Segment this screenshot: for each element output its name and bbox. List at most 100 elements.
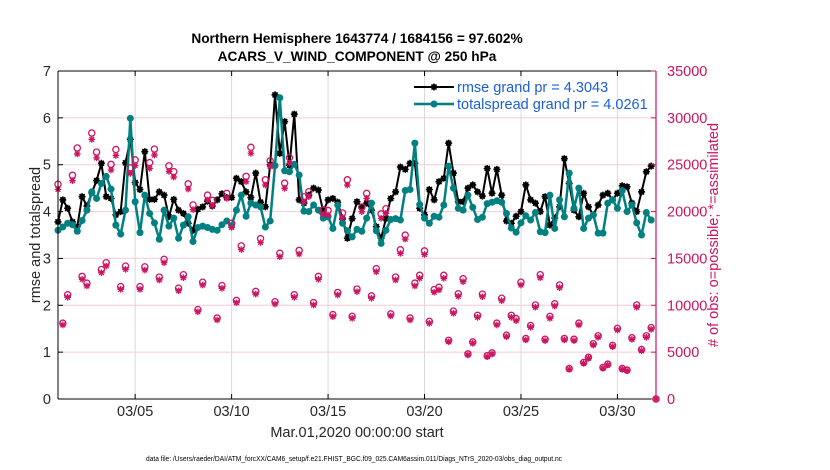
totalspread-point — [517, 219, 525, 227]
rmse-point — [551, 214, 559, 222]
rmse-point — [618, 182, 626, 190]
x-tick-label: 03/20 — [406, 404, 442, 420]
rmse-point — [155, 188, 163, 196]
obs-assimilated-marker — [517, 281, 525, 289]
rmse-point — [179, 209, 187, 217]
obs-assimilated-marker — [575, 321, 583, 329]
obs-assimilated-marker — [363, 195, 370, 202]
obs-assimilated-marker — [440, 274, 448, 282]
obs-assimilated-marker — [348, 315, 356, 322]
rmse-point — [425, 186, 433, 194]
obs-assimilated-marker — [194, 308, 202, 316]
totalspread-point — [445, 162, 453, 170]
obs-assimilated-marker — [165, 168, 173, 175]
obs-assimilated-marker — [131, 162, 139, 169]
y-tick-label-left: 5 — [43, 158, 51, 174]
obs-assimilated-marker — [508, 313, 515, 321]
y-axis-label-left: rmse and totalspread — [28, 167, 44, 303]
obs-assimilated-marker — [175, 287, 182, 295]
totalspread-point — [150, 219, 158, 227]
obs-assimilated-marker — [155, 276, 163, 284]
rmse-point — [213, 196, 221, 204]
rmse-point — [512, 212, 520, 220]
rmse-point — [517, 208, 525, 216]
obs-assimilated-marker — [334, 291, 342, 299]
obs-assimilated-marker — [459, 278, 467, 285]
obs-assimilated-marker — [146, 165, 153, 172]
rmse-point — [160, 191, 168, 199]
totalspread-point — [189, 238, 197, 246]
totalspread-point — [512, 228, 520, 236]
totalspread-point — [59, 223, 67, 231]
totalspread-point — [97, 179, 105, 187]
obs-assimilated-marker — [73, 150, 81, 158]
obs-assimilated-marker — [286, 160, 293, 167]
obs-assimilated-marker — [474, 313, 481, 321]
totalspread-point — [160, 206, 168, 214]
obs-assimilated-marker — [151, 151, 158, 159]
rmse-point — [503, 217, 510, 225]
legend-swatch-totalspread-marker — [430, 100, 438, 108]
rmse-point — [507, 219, 515, 227]
totalspread-point — [449, 184, 457, 192]
x-tick-label: 03/25 — [503, 404, 539, 420]
y-tick-label-right: 15000 — [667, 251, 707, 267]
totalspread-point — [546, 191, 554, 199]
y-tick-label-right: 30000 — [667, 111, 707, 127]
totalspread-point — [305, 208, 313, 216]
obs-assimilated-marker — [493, 321, 501, 329]
y-tick-label-right: 10000 — [667, 298, 707, 314]
totalspread-point — [112, 221, 120, 229]
obs-assimilated-marker — [368, 295, 375, 302]
obs-assimilated-marker — [344, 181, 351, 189]
rmse-point — [165, 213, 173, 221]
totalspread-point — [126, 114, 134, 122]
rmse-point — [189, 226, 197, 234]
totalspread-point — [396, 216, 404, 224]
obs-assimilated-marker — [295, 250, 303, 258]
obs-assimilated-marker — [93, 154, 100, 162]
obs-assimilated-marker — [64, 294, 71, 301]
totalspread-point — [372, 227, 380, 235]
rmse-point — [141, 148, 149, 156]
totalspread-point — [425, 219, 433, 227]
obs-assimilated-marker — [247, 149, 255, 157]
y-tick-label-right: 35000 — [667, 64, 707, 80]
rmse-point — [416, 204, 424, 212]
y-tick-label-left: 6 — [43, 111, 51, 127]
totalspread-point — [271, 162, 279, 170]
rmse-point — [194, 205, 202, 213]
totalspread-point — [358, 227, 366, 235]
obs-assimilated-marker — [416, 274, 423, 282]
obs-assimilated-marker — [262, 181, 269, 189]
rmse-point — [353, 198, 361, 206]
rmse-point — [623, 183, 631, 191]
obs-assimilated-marker — [532, 303, 539, 311]
rmse-point — [594, 201, 602, 209]
rmse-point — [329, 194, 337, 202]
y-tick-label-right: 5000 — [667, 345, 699, 361]
totalspread-point — [411, 139, 419, 147]
totalspread-point — [102, 172, 110, 180]
obs-assimilated-marker — [426, 319, 433, 327]
obs-assimilated-marker — [204, 196, 211, 204]
totalspread-line — [57, 96, 653, 245]
chart-title-line-1: Northern Hemisphere 1643774 / 1684156 = … — [191, 31, 522, 46]
totalspread-point — [440, 201, 448, 209]
rmse-point — [348, 215, 356, 223]
totalspread-point — [242, 212, 250, 220]
obs-assimilated-marker — [88, 136, 96, 143]
totalspread-point — [334, 201, 342, 209]
rmse-point — [647, 162, 655, 170]
obs-assimilated-marker — [281, 185, 288, 192]
obs-assimilated-marker — [339, 214, 346, 221]
rmse-point — [469, 181, 477, 189]
obs-assimilated-marker — [180, 274, 187, 282]
obs-assimilated-marker — [107, 166, 115, 174]
obs-assimilated-marker — [324, 211, 332, 219]
data-series — [54, 91, 655, 247]
x-tick-label: 03/30 — [599, 404, 635, 420]
obs-assimilated-marker — [387, 312, 395, 320]
totalspread-point — [329, 224, 337, 232]
totalspread-point — [165, 222, 173, 230]
